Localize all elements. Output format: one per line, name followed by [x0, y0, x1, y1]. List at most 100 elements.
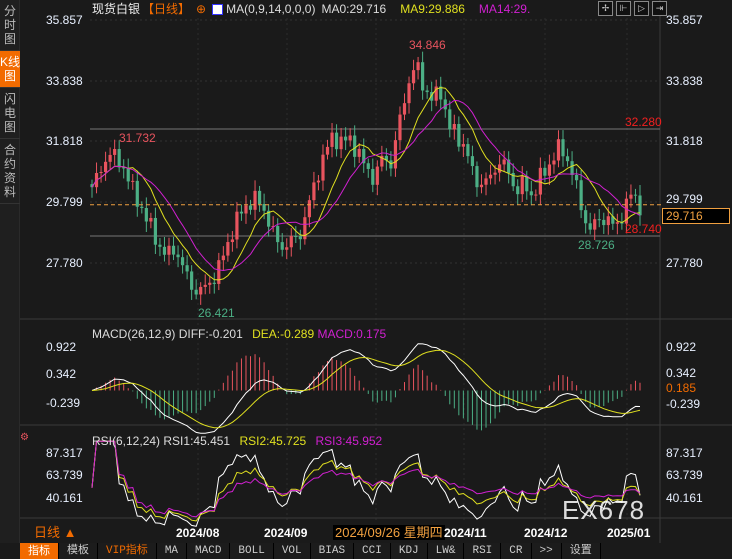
- toolbar-tab[interactable]: KDJ: [390, 543, 428, 559]
- sidebar-item-contract-info[interactable]: 合约资料: [0, 139, 20, 204]
- zoom-range-icon[interactable]: ⊩: [616, 1, 631, 16]
- settings-icon[interactable]: ⚙: [20, 432, 29, 443]
- high-left-label: 31.732: [119, 131, 156, 145]
- candle-body: [239, 211, 244, 214]
- toolbar-tab[interactable]: CR: [501, 543, 532, 559]
- candle-body: [529, 191, 533, 196]
- candle-body: [280, 242, 284, 250]
- sidebar-item-flash-chart[interactable]: 闪电图: [0, 88, 20, 139]
- candle-body: [556, 139, 561, 161]
- candle-body: [475, 166, 479, 188]
- candle-body: [434, 86, 438, 101]
- candle-body: [393, 140, 398, 169]
- candle-body: [638, 195, 642, 216]
- candle-body: [194, 289, 198, 295]
- candle-body: [457, 123, 461, 147]
- candle-body: [285, 247, 289, 250]
- rsi-params: RSI(6,12,24): [92, 434, 161, 448]
- ma-params: MA(0,9,14,0,0,0): [226, 2, 316, 16]
- candle-body: [235, 211, 239, 240]
- macd-current: 0.185: [666, 381, 697, 395]
- low-right-label: 28.726: [578, 238, 615, 252]
- candle-body: [552, 160, 556, 165]
- toolbar-tab[interactable]: BOLL: [230, 543, 274, 559]
- chart-tools: ✢ ⊩ ▷ ⇥: [598, 1, 667, 16]
- candle-body: [633, 194, 638, 196]
- toolbar-tab[interactable]: >>: [531, 543, 562, 559]
- candle-body: [371, 168, 375, 185]
- toolbar-tab[interactable]: BIAS: [310, 543, 355, 559]
- candle-body: [362, 148, 366, 164]
- candle-body: [520, 176, 524, 195]
- candle-body: [262, 204, 266, 211]
- candle-body: [547, 164, 552, 176]
- sidebar-item-k-line[interactable]: K线图: [0, 51, 20, 88]
- current-price-box: 29.716: [662, 208, 730, 224]
- goto-end-icon[interactable]: ⇥: [652, 1, 667, 16]
- move-icon[interactable]: ✢: [598, 1, 613, 16]
- indicator-icon[interactable]: [212, 3, 224, 15]
- price-tick-left: 35.857: [46, 13, 83, 27]
- candle-body: [416, 62, 420, 71]
- toolbar-tab[interactable]: MACD: [187, 543, 231, 559]
- toolbar-tab[interactable]: 指标: [20, 543, 59, 559]
- candle-body: [493, 172, 497, 175]
- candle-body: [90, 184, 94, 188]
- candle-body: [203, 284, 207, 287]
- candle-body: [117, 149, 121, 168]
- candle-body: [407, 83, 411, 104]
- toolbar-tab[interactable]: LW&: [427, 543, 465, 559]
- candle-body: [267, 210, 271, 227]
- candle-body: [303, 217, 307, 240]
- price-tick: 33.838: [666, 74, 703, 88]
- candle-body: [140, 206, 144, 208]
- toolbar-tab[interactable]: 模板: [59, 543, 98, 559]
- rsi-tick-left: 87.317: [46, 446, 83, 460]
- candle-body: [180, 257, 185, 266]
- candle-body: [113, 149, 117, 155]
- candle-body: [257, 190, 262, 205]
- candle-body: [212, 282, 216, 284]
- play-icon[interactable]: ▷: [634, 1, 649, 16]
- date-tick: 2024/08: [176, 526, 220, 540]
- candle-body: [411, 70, 416, 84]
- price-tick: 29.799: [666, 192, 703, 206]
- candle-body: [611, 216, 615, 224]
- candle-body: [507, 159, 511, 173]
- candle-body: [461, 144, 465, 147]
- watermark-logo: EX678: [562, 495, 646, 525]
- candle-body: [479, 184, 484, 188]
- candle-body: [534, 194, 538, 196]
- price-tick-left: 31.818: [46, 134, 83, 148]
- candle-body: [425, 90, 429, 93]
- candle-body: [171, 245, 176, 255]
- sidebar: 分时图 K线图 闪电图 合约资料: [0, 0, 20, 543]
- candle-body: [516, 186, 520, 195]
- date-tick: 2024/12: [524, 526, 568, 540]
- toolbar-tab[interactable]: VIP指标: [98, 543, 157, 559]
- candle-body: [334, 132, 339, 150]
- price-tick: 35.857: [666, 13, 703, 27]
- candle-body: [421, 62, 425, 91]
- candle-body: [570, 161, 574, 175]
- candle-body: [579, 180, 583, 211]
- crosshair-icon[interactable]: ⊕: [196, 2, 207, 16]
- toolbar-tab[interactable]: 设置: [561, 543, 601, 559]
- candle-body: [593, 219, 597, 230]
- toolbar-tab[interactable]: VOL: [273, 543, 311, 559]
- rsi1-value: RSI1:45.451: [163, 434, 231, 448]
- candle-body: [498, 164, 502, 173]
- candle-body: [543, 167, 547, 176]
- rsi-tick: 87.317: [666, 446, 703, 460]
- toolbar-tab[interactable]: MA: [156, 543, 188, 559]
- period-selector[interactable]: 日线 ▲: [34, 525, 77, 540]
- sidebar-item-time-chart[interactable]: 分时图: [0, 0, 20, 51]
- candle-body: [624, 198, 629, 224]
- toolbar-tab[interactable]: CCI: [354, 543, 391, 559]
- rsi-header: RSI(6,12,24) RSI1:45.451 RSI2:45.725 RSI…: [92, 434, 382, 448]
- date-tick: 2024/11: [444, 526, 487, 540]
- macd-tick: -0.239: [666, 397, 701, 411]
- toolbar-tab[interactable]: RSI: [464, 543, 502, 559]
- macd-tick-left: 0.342: [46, 367, 77, 381]
